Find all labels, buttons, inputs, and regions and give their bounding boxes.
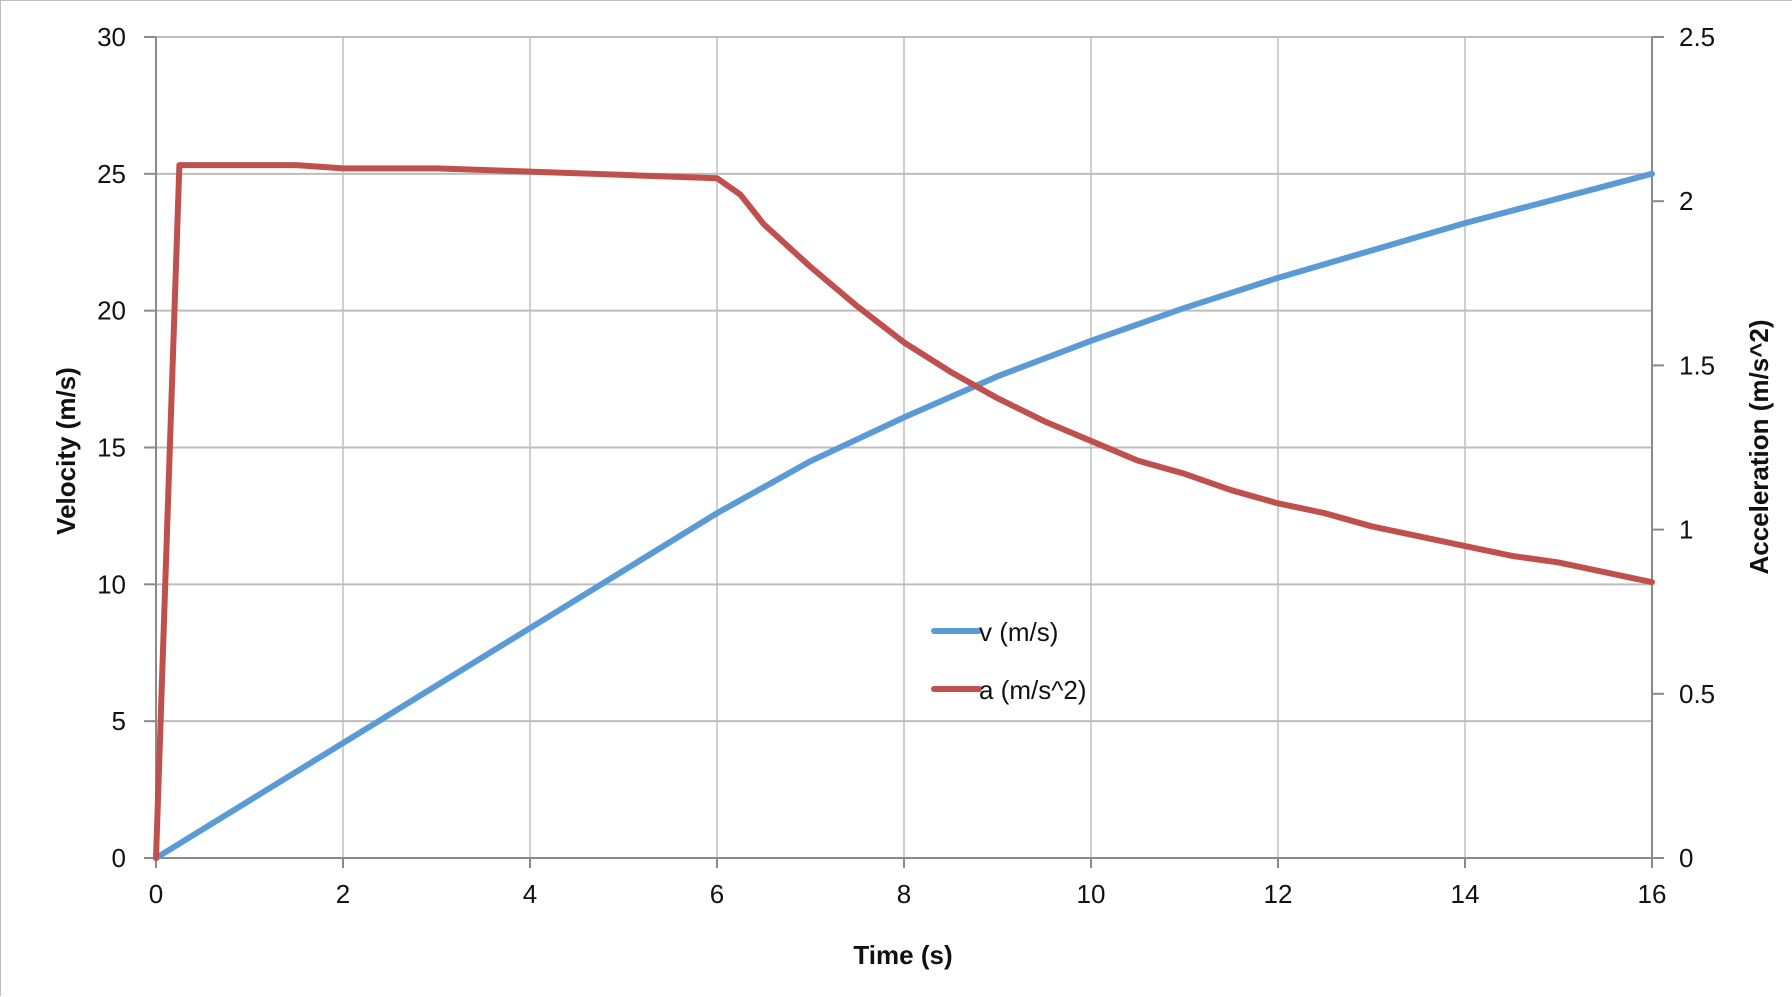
y-tick-label-left: 20: [97, 296, 126, 326]
y-tick-label-right: 1.5: [1679, 350, 1715, 380]
x-tick-label: 12: [1264, 879, 1293, 909]
y-tick-label-left: 30: [97, 22, 126, 52]
y-tick-label-right: 1: [1679, 515, 1693, 545]
x-tick-label: 4: [523, 879, 537, 909]
velocity-series-line: [153, 170, 1655, 861]
y-tick-label-left: 0: [112, 843, 126, 873]
y-tick-label-right: 2: [1679, 186, 1693, 216]
legend-a-label: a (m/s^2): [979, 675, 1087, 705]
x-tick-label: 10: [1077, 879, 1106, 909]
y-tick-label-left: 25: [97, 159, 126, 189]
series-lines: [153, 162, 1655, 861]
y-tick-label-left: 15: [97, 433, 126, 463]
y-axis-title-right: Acceleration (m/s^2): [1744, 319, 1774, 574]
x-tick-label: 0: [149, 879, 163, 909]
x-tick-label: 16: [1638, 879, 1667, 909]
y-tick-label-left: 5: [112, 706, 126, 736]
x-tick-label: 6: [710, 879, 724, 909]
x-tick-label: 2: [336, 879, 350, 909]
legend: v (m/s) a (m/s^2): [931, 617, 1087, 705]
x-axis-title: Time (s): [853, 940, 952, 970]
y-tick-label-right: 0.5: [1679, 679, 1715, 709]
y-axis-title-left: Velocity (m/s): [51, 367, 81, 535]
x-tick-label: 14: [1451, 879, 1480, 909]
x-tick-label: 8: [897, 879, 911, 909]
legend-v-label: v (m/s): [979, 617, 1058, 647]
y-tick-label-left: 10: [97, 569, 126, 599]
y-tick-label-right: 2.5: [1679, 22, 1715, 52]
acceleration-series-line: [153, 162, 1655, 861]
y-tick-label-right: 0: [1679, 843, 1693, 873]
